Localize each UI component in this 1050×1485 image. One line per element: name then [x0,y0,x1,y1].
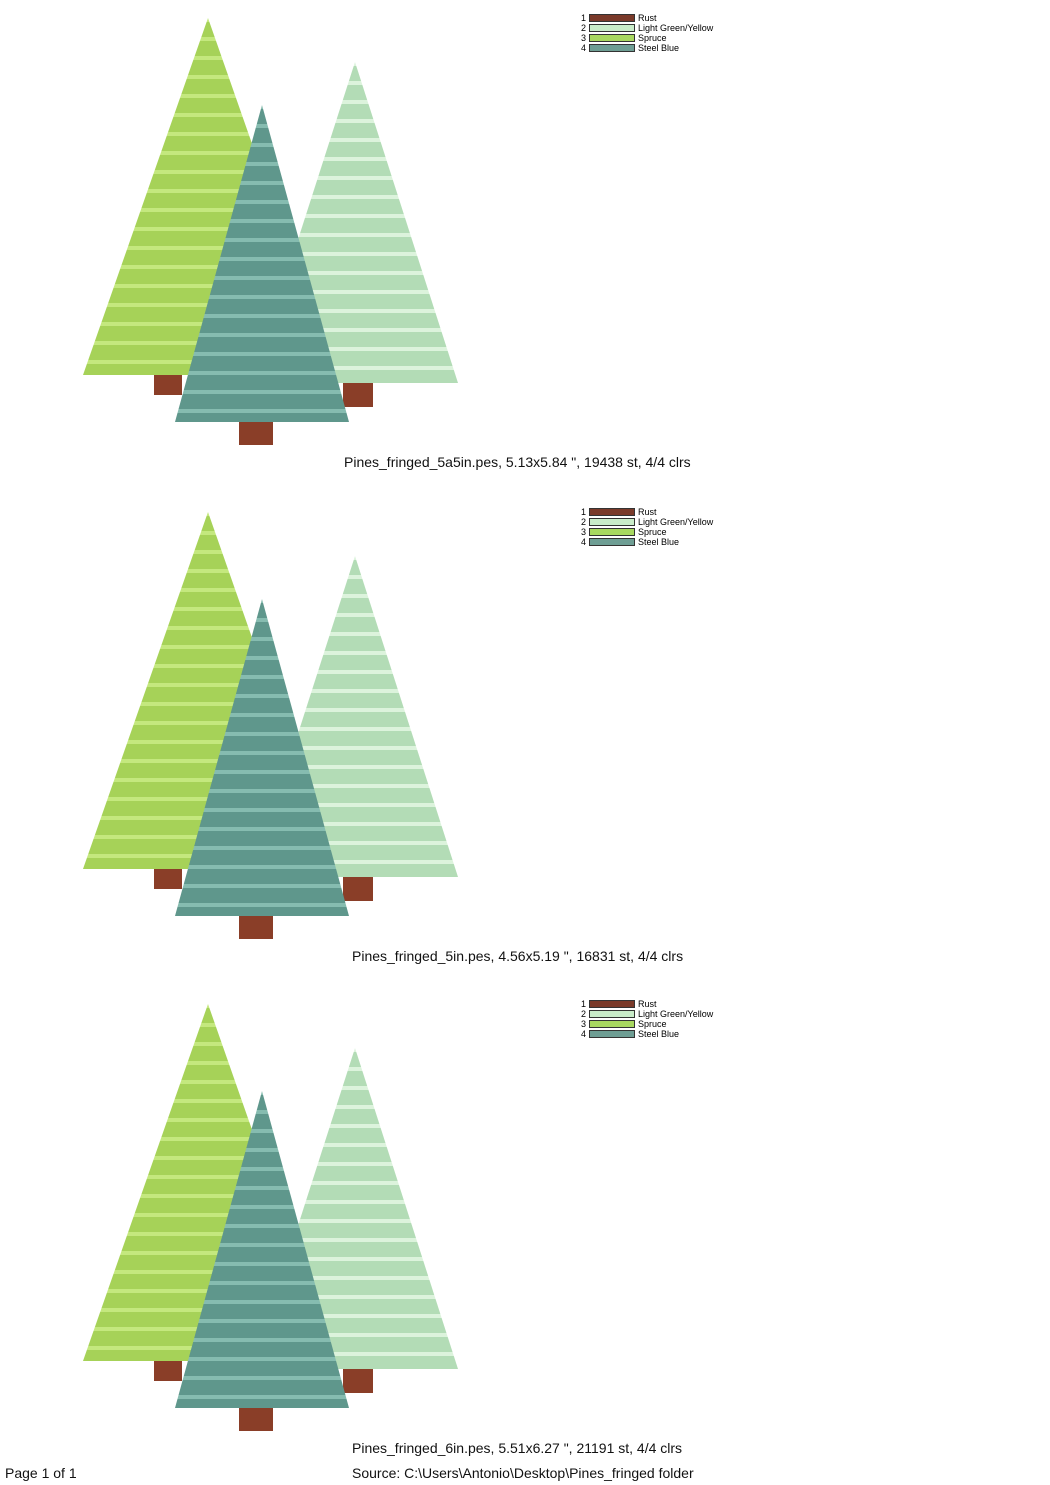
steel-blue-tree [175,599,349,916]
design-caption: Pines_fringed_6in.pes, 5.51x6.27 ", 2119… [352,1440,683,1456]
embroidery-preview [83,18,458,445]
tree-trunk [154,373,182,395]
color-swatch [589,1000,635,1008]
legend-label: Light Green/Yellow [638,1009,714,1019]
legend-item: 3 Spruce [578,33,713,43]
legend-number: 4 [580,537,586,547]
color-legend: 1 Rust 2 Light Green/Yellow 3 Spruce 4 Steel Bl… [578,999,713,1039]
legend-item: 3 Spruce [578,527,713,537]
color-swatch [589,508,635,516]
embroidery-preview [83,1004,458,1431]
legend-number: 1 [580,999,586,1009]
legend-item: 3 Spruce [578,1019,713,1029]
legend-item: 4 Steel Blue [578,1029,713,1039]
legend-item: 4 Steel Blue [578,537,713,547]
tree-trunk [154,1359,182,1381]
tree-trunk [239,420,273,445]
legend-item: 2 Light Green/Yellow [578,23,713,33]
legend-item: 1 Rust [578,13,713,23]
legend-label: Steel Blue [638,537,680,547]
page-number: Page 1 of 1 [5,1465,77,1481]
legend-label: Spruce [638,527,667,537]
legend-item: 2 Light Green/Yellow [578,517,713,527]
design-block: 1 Rust 2 Light Green/Yellow 3 Spruce 4 Steel Bl… [0,0,1050,492]
color-legend: 1 Rust 2 Light Green/Yellow 3 Spruce 4 Steel Bl… [578,507,713,547]
legend-number: 3 [580,527,586,537]
design-block: 1 Rust 2 Light Green/Yellow 3 Spruce 4 Steel Bl… [0,986,1050,1478]
legend-label: Spruce [638,33,667,43]
design-block: 1 Rust 2 Light Green/Yellow 3 Spruce 4 Steel Bl… [0,494,1050,986]
color-swatch [589,1030,635,1038]
color-swatch [589,1020,635,1028]
legend-label: Light Green/Yellow [638,517,714,527]
color-swatch [589,528,635,536]
legend-item: 1 Rust [578,999,713,1009]
legend-number: 3 [580,1019,586,1029]
tree-trunk [154,867,182,889]
legend-item: 1 Rust [578,507,713,517]
legend-item: 2 Light Green/Yellow [578,1009,713,1019]
legend-number: 2 [580,1009,586,1019]
design-caption: Pines_fringed_5a5in.pes, 5.13x5.84 ", 19… [344,454,691,470]
color-swatch [589,24,635,32]
legend-label: Light Green/Yellow [638,23,714,33]
legend-item: 4 Steel Blue [578,43,713,53]
legend-label: Steel Blue [638,43,680,53]
color-swatch [589,44,635,52]
tree-trunk [239,1406,273,1431]
color-legend: 1 Rust 2 Light Green/Yellow 3 Spruce 4 Steel Bl… [578,13,713,53]
steel-blue-tree [175,105,349,422]
legend-number: 3 [580,33,586,43]
color-swatch [589,538,635,546]
steel-blue-tree [175,1091,349,1408]
legend-label: Rust [638,999,657,1009]
tree-trunk [239,914,273,939]
source-path: Source: C:\Users\Antonio\Desktop\Pines_f… [352,1465,694,1481]
color-swatch [589,1010,635,1018]
legend-label: Rust [638,13,657,23]
legend-number: 4 [580,1029,586,1039]
legend-label: Spruce [638,1019,667,1029]
tree-trunk [343,381,373,407]
legend-number: 4 [580,43,586,53]
legend-number: 2 [580,517,586,527]
legend-number: 2 [580,23,586,33]
design-caption: Pines_fringed_5in.pes, 4.56x5.19 ", 1683… [352,948,684,964]
legend-number: 1 [580,13,586,23]
legend-label: Rust [638,507,657,517]
legend-number: 1 [580,507,586,517]
color-swatch [589,518,635,526]
tree-trunk [343,1367,373,1393]
embroidery-preview [83,512,458,939]
color-swatch [589,14,635,22]
legend-label: Steel Blue [638,1029,680,1039]
tree-trunk [343,875,373,901]
color-swatch [589,34,635,42]
